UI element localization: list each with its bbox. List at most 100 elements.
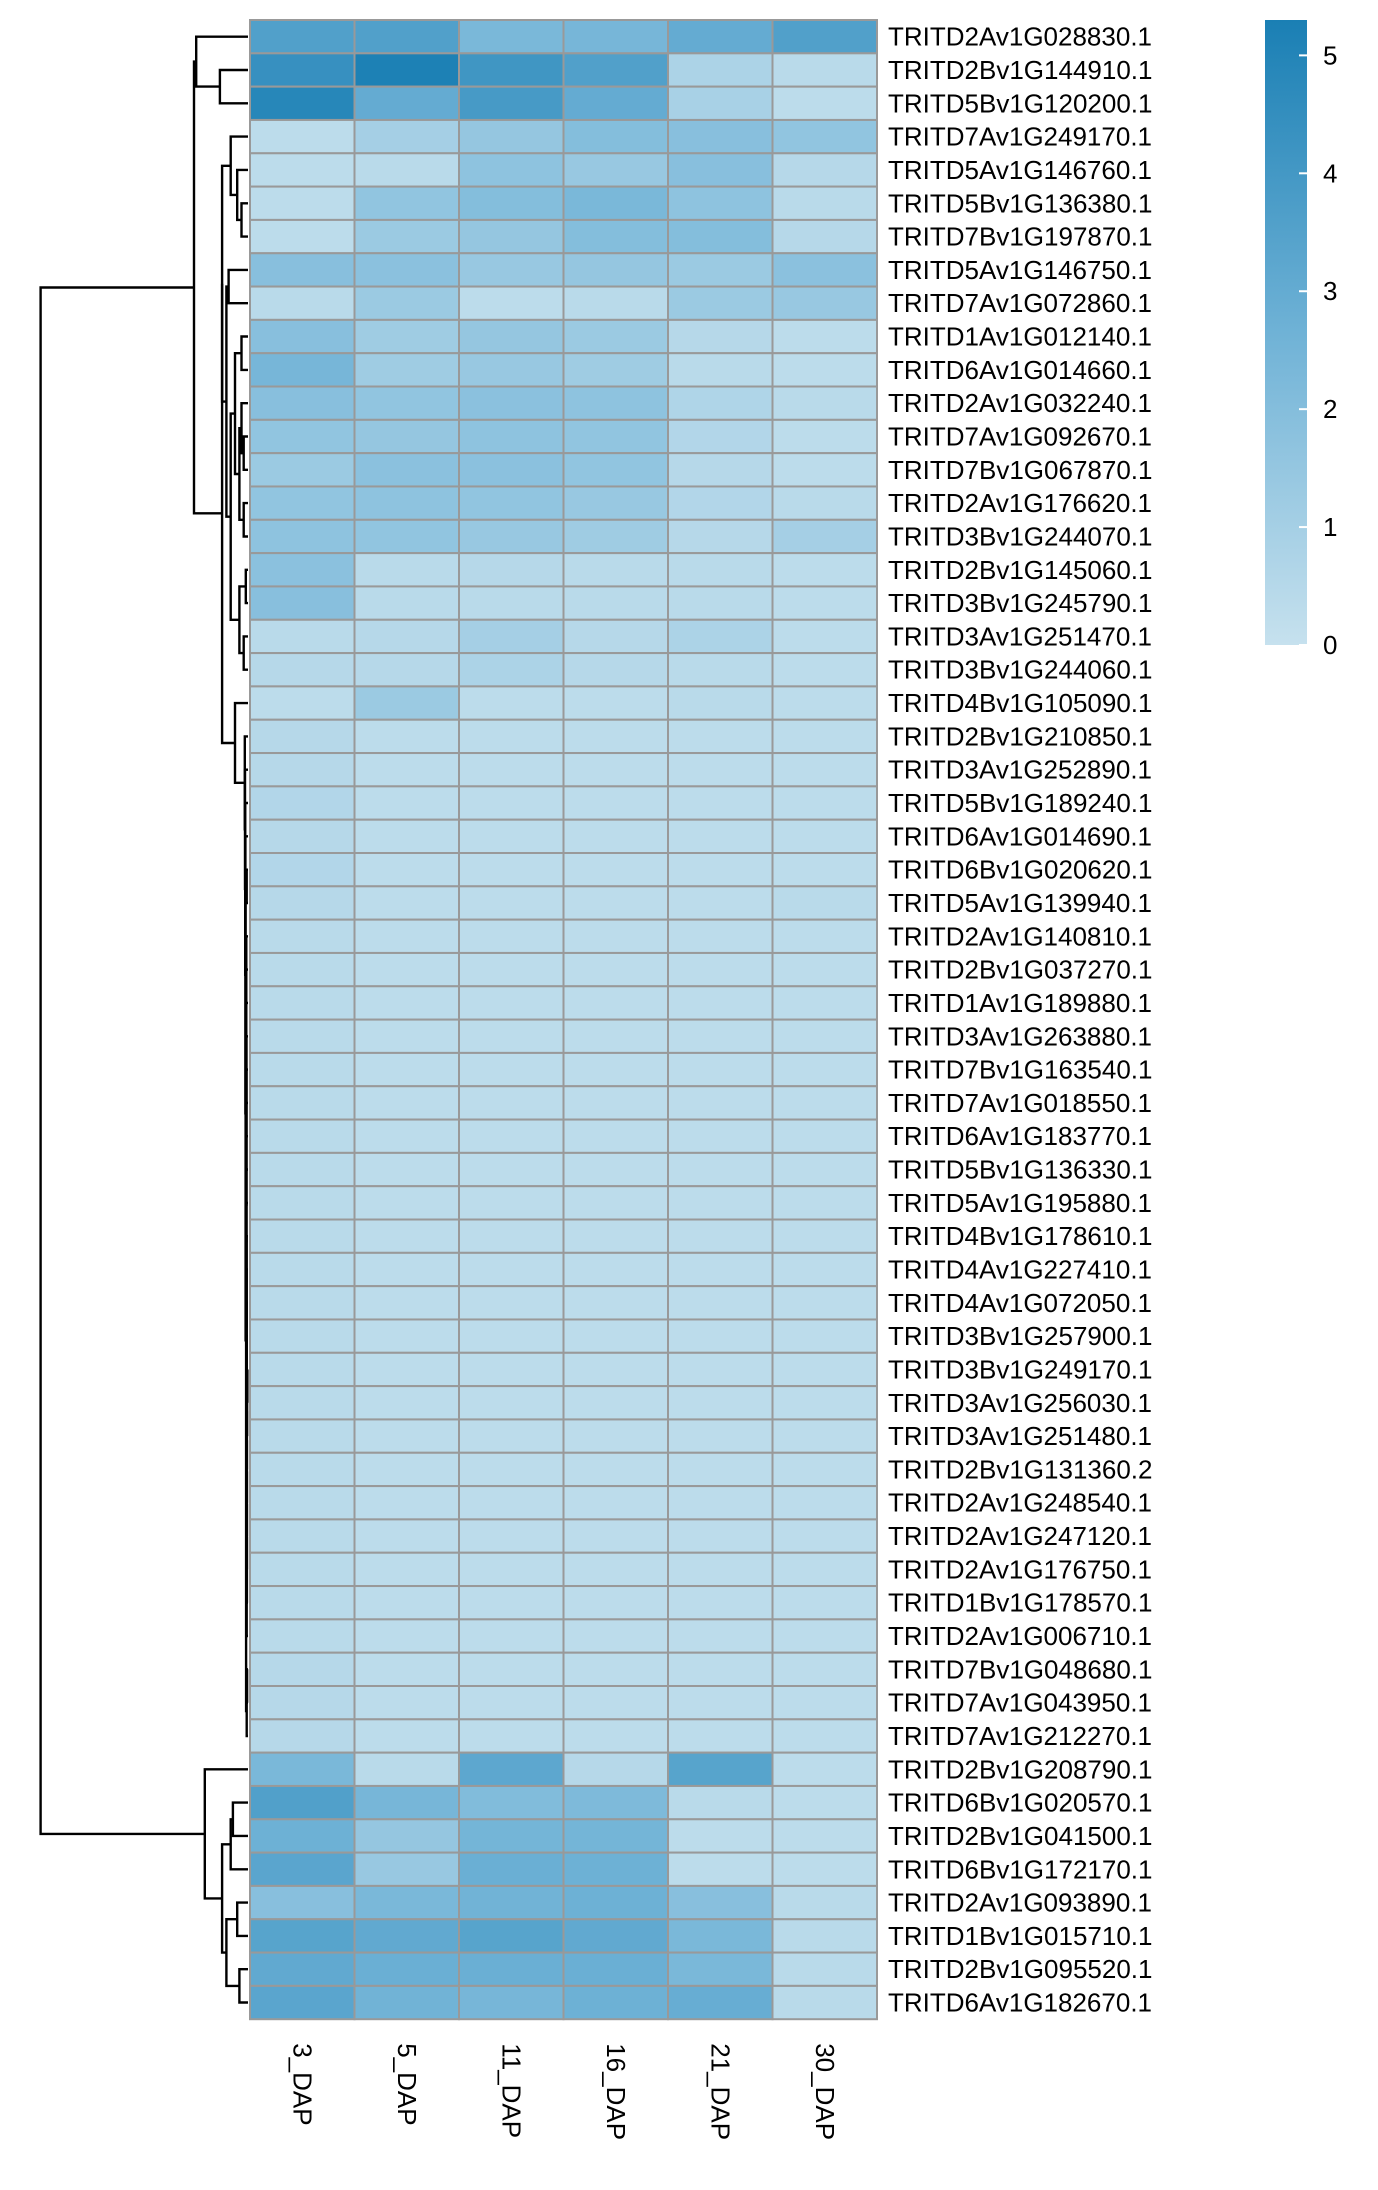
heatmap-cell bbox=[249, 452, 356, 488]
heatmap-cell bbox=[458, 352, 565, 388]
row-label: TRITD3Av1G251470.1 bbox=[888, 621, 1152, 651]
heatmap-cell bbox=[249, 285, 356, 321]
heatmap-cell bbox=[771, 1984, 878, 2021]
row-label: TRITD3Bv1G244060.1 bbox=[888, 655, 1152, 685]
heatmap-cell bbox=[667, 752, 774, 788]
heatmap-cell bbox=[458, 1751, 565, 1787]
heatmap-cell bbox=[353, 1118, 460, 1154]
heatmap-cell bbox=[353, 1685, 460, 1721]
heatmap-cell bbox=[353, 1251, 460, 1288]
heatmap-cell bbox=[353, 1751, 460, 1787]
row-label: TRITD6Bv1G172170.1 bbox=[888, 1854, 1152, 1884]
heatmap-cell bbox=[562, 1784, 669, 1821]
heatmap-cell bbox=[249, 318, 356, 355]
heatmap-cell bbox=[353, 1784, 460, 1821]
heatmap-cell bbox=[667, 1151, 774, 1188]
heatmap-cell bbox=[249, 1285, 356, 1321]
heatmap-cell bbox=[353, 951, 460, 988]
heatmap-cell bbox=[771, 752, 878, 788]
heatmap-cell bbox=[771, 1218, 878, 1254]
heatmap-cell bbox=[249, 85, 356, 121]
heatmap-cell bbox=[353, 1385, 460, 1421]
heatmap-cell bbox=[667, 19, 774, 55]
heatmap-cell bbox=[667, 452, 774, 488]
heatmap-cell bbox=[249, 1951, 356, 1987]
heatmap-cell bbox=[771, 1118, 878, 1154]
heatmap-cell bbox=[771, 1685, 878, 1721]
row-label: TRITD2Av1G248540.1 bbox=[888, 1488, 1152, 1518]
heatmap-cell bbox=[249, 1518, 356, 1554]
heatmap-cell bbox=[458, 185, 565, 221]
column-label: 5_DAP bbox=[392, 2043, 422, 2125]
row-label: TRITD2Bv1G145060.1 bbox=[888, 555, 1152, 585]
heatmap-cell bbox=[353, 352, 460, 388]
heatmap-cell bbox=[771, 652, 878, 688]
row-label: TRITD1Av1G012140.1 bbox=[888, 322, 1152, 352]
heatmap-cell bbox=[562, 1418, 669, 1454]
heatmap-cell bbox=[771, 1451, 878, 1488]
row-label: TRITD7Bv1G163540.1 bbox=[888, 1055, 1152, 1085]
heatmap-cell bbox=[771, 218, 878, 255]
row-label: TRITD6Av1G014690.1 bbox=[888, 821, 1152, 851]
row-label: TRITD2Av1G140810.1 bbox=[888, 921, 1152, 951]
heatmap-cell bbox=[562, 685, 669, 721]
heatmap-cell bbox=[667, 1818, 774, 1854]
heatmap-cell bbox=[249, 585, 356, 621]
heatmap-cell bbox=[458, 1351, 565, 1388]
heatmap-cell bbox=[249, 1018, 356, 1054]
heatmap-cell bbox=[458, 1051, 565, 1088]
heatmap-cell bbox=[667, 951, 774, 988]
heatmap-cell bbox=[249, 1851, 356, 1887]
row-label: TRITD4Av1G227410.1 bbox=[888, 1255, 1152, 1285]
heatmap-cell bbox=[458, 418, 565, 455]
dendrogram-branch bbox=[238, 1968, 248, 2004]
row-label: TRITD2Bv1G131360.2 bbox=[888, 1454, 1152, 1484]
heatmap-cell bbox=[458, 1618, 565, 1654]
heatmap-cell bbox=[667, 1551, 774, 1588]
heatmap-cell bbox=[562, 918, 669, 954]
row-label: TRITD1Bv1G178570.1 bbox=[888, 1588, 1152, 1618]
heatmap-cell bbox=[458, 1418, 565, 1454]
heatmap-cell bbox=[562, 518, 669, 555]
heatmap-cell bbox=[458, 1085, 565, 1121]
heatmap-cell bbox=[562, 1251, 669, 1288]
heatmap-cell bbox=[667, 1884, 774, 1921]
legend-tick-label: 4 bbox=[1323, 158, 1337, 188]
heatmap-cell bbox=[771, 1718, 878, 1754]
heatmap-cell bbox=[458, 1485, 565, 1521]
heatmap-cell bbox=[458, 752, 565, 788]
heatmap-cell bbox=[667, 152, 774, 188]
row-label: TRITD3Bv1G249170.1 bbox=[888, 1354, 1152, 1384]
row-label: TRITD2Bv1G210850.1 bbox=[888, 721, 1152, 751]
heatmap-cell bbox=[771, 818, 878, 854]
heatmap-cell bbox=[249, 485, 356, 521]
heatmap-cell bbox=[771, 1385, 878, 1421]
row-label: TRITD2Av1G247120.1 bbox=[888, 1521, 1152, 1551]
heatmap-cell bbox=[771, 452, 878, 488]
heatmap-cell bbox=[458, 452, 565, 488]
heatmap-cell bbox=[458, 1918, 565, 1954]
heatmap-cell bbox=[458, 818, 565, 854]
row-label: TRITD2Av1G176620.1 bbox=[888, 488, 1152, 518]
heatmap-cell bbox=[771, 918, 878, 954]
dendrogram-branch bbox=[231, 1801, 248, 1838]
heatmap-cell bbox=[458, 52, 565, 88]
heatmap-cell bbox=[249, 518, 356, 555]
heatmap-cell bbox=[458, 1685, 565, 1721]
heatmap-cell bbox=[562, 1551, 669, 1588]
heatmap-cell bbox=[771, 951, 878, 988]
heatmap-cell bbox=[771, 885, 878, 921]
heatmap-cell bbox=[249, 185, 356, 221]
column-label: 30_DAP bbox=[810, 2043, 840, 2140]
heatmap-cell bbox=[353, 1818, 460, 1854]
heatmap-cell bbox=[667, 852, 774, 888]
heatmap-cell bbox=[249, 19, 356, 55]
dendrogram-branch bbox=[244, 568, 248, 605]
heatmap-cell bbox=[458, 385, 565, 421]
heatmap-cell bbox=[353, 485, 460, 521]
heatmap-cell bbox=[353, 152, 460, 188]
heatmap-cell bbox=[771, 52, 878, 88]
heatmap-cell bbox=[771, 1784, 878, 1821]
heatmap-cell bbox=[353, 685, 460, 721]
heatmap-cell bbox=[249, 1485, 356, 1521]
